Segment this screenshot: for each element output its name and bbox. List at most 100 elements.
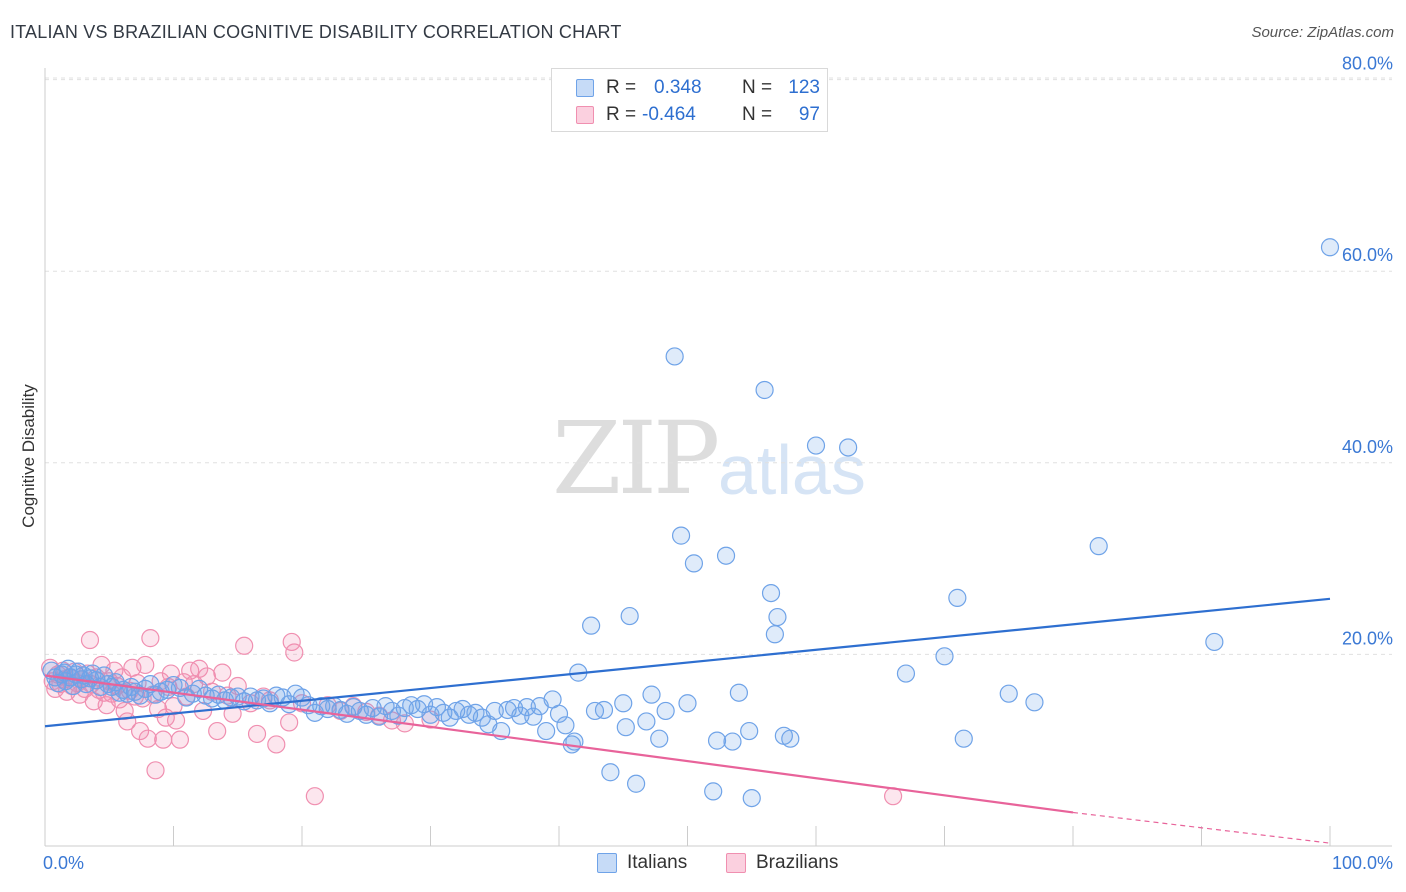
italian-point: [723, 732, 742, 751]
x-tick-label: 0.0%: [43, 853, 84, 873]
italian-point: [740, 721, 759, 741]
watermark-atlas: atlas: [718, 431, 866, 509]
italian-point: [537, 721, 556, 741]
brazilians-legend-label: Brazilians: [756, 852, 839, 873]
brazilian-point: [154, 730, 173, 749]
brazilian-point: [181, 661, 200, 680]
brazilian-point: [305, 787, 324, 806]
italian-point: [716, 546, 736, 565]
italian-point: [1089, 537, 1108, 556]
italian-point: [665, 347, 684, 366]
legend-n-value: 97: [798, 104, 820, 125]
brazilian-point: [190, 659, 209, 678]
italian-point: [948, 588, 967, 607]
italian-point: [601, 763, 620, 782]
y-tick-label: 40.0%: [1342, 437, 1393, 457]
italian-point: [954, 729, 973, 748]
italian-point: [839, 438, 858, 457]
brazilians-swatch: [576, 106, 594, 124]
brazilian-point: [213, 663, 232, 682]
italian-point: [582, 616, 601, 635]
legend-r-value: -0.464: [642, 104, 696, 125]
brazilian-point: [247, 724, 267, 744]
italian-point: [704, 782, 723, 801]
y-tick-label: 80.0%: [1342, 54, 1393, 74]
italian-point: [1205, 632, 1224, 652]
y-tick-label: 60.0%: [1342, 245, 1393, 265]
italian-point: [768, 607, 787, 627]
italian-point: [440, 708, 459, 727]
watermark-zip: ZIP: [552, 400, 720, 517]
brazilian-point: [166, 711, 186, 730]
brazilian-point: [292, 694, 312, 713]
italian-point: [594, 700, 614, 720]
italian-point: [729, 683, 749, 702]
italian-point: [678, 694, 697, 713]
italian-point: [1320, 238, 1340, 257]
italian-point: [549, 704, 569, 723]
italian-point: [524, 707, 543, 726]
legend-r-label: R =: [606, 104, 637, 125]
legend-row-brazilians: R = -0.464 N = 97: [576, 104, 820, 126]
italian-point: [656, 701, 675, 721]
legend-r-label: R =: [606, 77, 637, 98]
italian-point: [999, 684, 1018, 703]
italian-point: [556, 716, 575, 735]
y-axis-label: Cognitive Disability: [19, 384, 38, 528]
legend-r-value: 0.348: [654, 77, 702, 98]
brazilians-legend-swatch: [726, 853, 746, 873]
italian-point: [896, 664, 916, 683]
italian-point: [761, 583, 781, 603]
brazilian-point: [285, 643, 304, 662]
italian-point: [742, 788, 761, 808]
italian-point: [190, 679, 209, 698]
italian-point: [935, 647, 954, 666]
italians-legend-swatch: [597, 853, 617, 873]
brazilian-trend-line: [44, 674, 1074, 814]
brazilian-point: [235, 636, 254, 655]
brazilian-trend-extension: [1072, 811, 1331, 844]
italian-point: [707, 731, 727, 750]
italian-point: [781, 729, 800, 748]
legend-n-label: N =: [742, 77, 773, 98]
bottom-legend-brazilians: Brazilians: [726, 852, 838, 874]
italian-point: [671, 526, 691, 545]
y-tick-label: 20.0%: [1342, 628, 1393, 648]
italian-point: [650, 729, 669, 748]
brazilian-point: [164, 697, 183, 716]
correlation-legend: R = 0.348 N = 123 R = -0.464 N = 97: [551, 68, 828, 132]
italian-point: [755, 380, 774, 400]
x-tick-label: 100.0%: [1332, 853, 1393, 873]
italian-point: [517, 697, 536, 717]
italian-point: [765, 625, 784, 644]
brazilian-point: [170, 730, 190, 749]
brazilian-point: [280, 713, 299, 732]
italian-point: [637, 712, 656, 731]
legend-row-italians: R = 0.348 N = 123: [576, 77, 820, 99]
italian-point: [642, 685, 661, 704]
italian-point: [620, 606, 639, 626]
legend-n-label: N =: [742, 104, 773, 125]
italians-legend-label: Italians: [627, 852, 688, 873]
brazilian-point: [130, 721, 150, 741]
brazilian-point: [141, 629, 160, 648]
brazilian-point: [267, 735, 286, 754]
italians-swatch: [576, 79, 594, 97]
bottom-legend-italians: Italians: [597, 852, 687, 874]
brazilian-point: [228, 676, 247, 696]
italian-point: [684, 554, 704, 573]
italian-point: [485, 701, 504, 721]
chart-title: ITALIAN VS BRAZILIAN COGNITIVE DISABILIT…: [10, 22, 622, 42]
italian-point: [806, 436, 826, 455]
brazilian-point: [80, 630, 100, 650]
brazilian-point: [208, 721, 227, 741]
source-label: Source: ZipAtlas.com: [1251, 24, 1394, 41]
brazilian-point: [136, 655, 155, 675]
brazilian-point: [282, 632, 301, 652]
italian-point: [1025, 693, 1044, 712]
italian-point: [614, 694, 633, 713]
brazilian-point: [223, 704, 242, 723]
brazilian-point: [146, 761, 165, 780]
italian-point: [616, 718, 635, 737]
